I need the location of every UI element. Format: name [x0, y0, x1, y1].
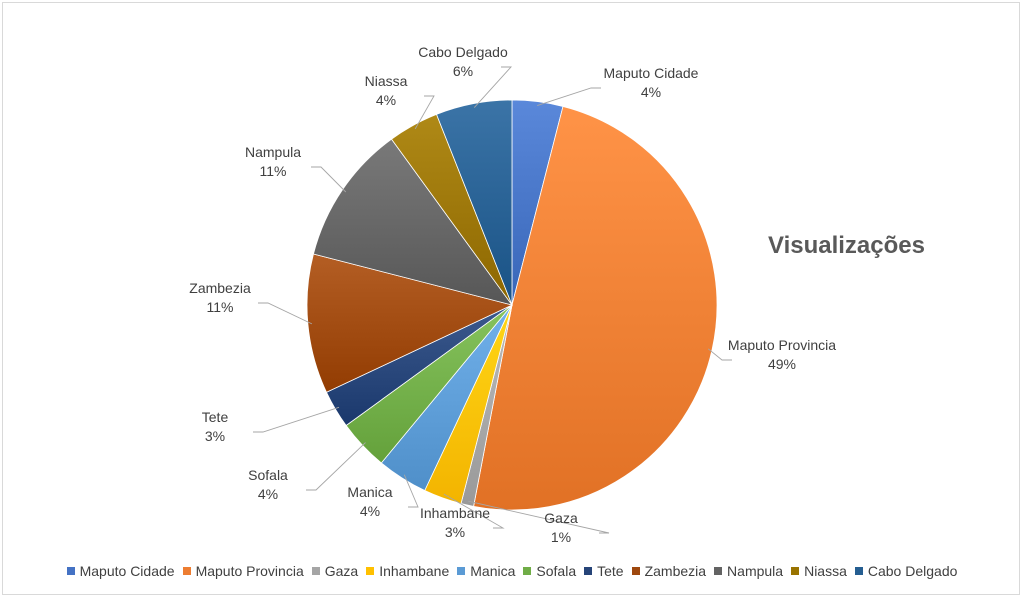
- legend-entry: Cabo Delgado: [854, 563, 958, 579]
- legend-swatch: [523, 567, 532, 575]
- legend-swatch: [366, 567, 375, 575]
- legend-entry: Tete: [584, 563, 624, 579]
- data-label-category: Sofala: [248, 467, 288, 483]
- leader-line: [537, 87, 601, 107]
- data-label-category: Gaza: [544, 510, 578, 526]
- legend-entry: Manica: [457, 563, 515, 579]
- pie-slice-zambezia: [306, 253, 514, 393]
- legend-entry: Inhambane: [366, 563, 449, 579]
- data-label-category: Zambezia: [189, 280, 251, 296]
- leader-line: [311, 166, 347, 193]
- legend-label: Tete: [597, 563, 624, 579]
- legend: Maputo Cidade Maputo Provincia Gaza Inhamba…: [0, 563, 1024, 579]
- legend-entry: Maputo Cidade: [66, 563, 175, 579]
- data-label-percent: 4%: [641, 84, 661, 100]
- legend-swatch: [584, 567, 593, 575]
- data-label-percent: 11%: [260, 163, 287, 179]
- leader-line: [403, 474, 419, 508]
- legend-entry: Sofala: [523, 563, 576, 579]
- legend-swatch: [457, 567, 466, 575]
- legend-swatch: [854, 567, 863, 575]
- data-label-category: Maputo Provincia: [728, 337, 836, 353]
- data-label-percent: 6%: [453, 63, 473, 79]
- legend-swatch: [714, 567, 723, 575]
- data-label-percent: 4%: [258, 486, 278, 502]
- leader-line: [468, 500, 610, 534]
- legend-swatch: [631, 567, 640, 575]
- legend-label: Sofala: [536, 563, 577, 579]
- leader-line: [258, 302, 313, 325]
- legend-entry: Zambezia: [631, 563, 707, 579]
- data-label-percent: 3%: [205, 428, 225, 444]
- legend-label: Niassa: [804, 563, 847, 579]
- legend-label: Nampula: [727, 563, 784, 579]
- legend-label: Zambezia: [644, 563, 707, 579]
- leader-line: [253, 406, 340, 433]
- data-label-percent: 4%: [360, 503, 380, 519]
- data-label-category: Nampula: [245, 144, 301, 160]
- legend-label: Manica: [470, 563, 516, 579]
- data-label-percent: 11%: [207, 299, 234, 315]
- pie-slice-nampula: [312, 138, 513, 306]
- leader-line: [443, 493, 505, 529]
- data-label-percent: 1%: [551, 529, 571, 545]
- leader-line: [707, 348, 732, 361]
- pie-slice-maputo-provincia: [473, 105, 718, 511]
- legend-swatch: [182, 567, 191, 575]
- legend-entry: Nampula: [714, 563, 783, 579]
- legend-label: Inhambane: [379, 563, 450, 579]
- legend-entry: Niassa: [791, 563, 847, 579]
- pie-slice-cabo-delgado: [436, 99, 513, 306]
- legend-swatch: [311, 567, 320, 575]
- data-label-category: Cabo Delgado: [418, 44, 508, 60]
- legend-label: Gaza: [324, 563, 359, 579]
- data-label-category: Manica: [347, 484, 392, 500]
- legend-swatch: [791, 567, 800, 575]
- legend-swatch: [66, 567, 75, 575]
- data-label-category: Maputo Cidade: [604, 65, 699, 81]
- data-label-percent: 3%: [445, 524, 465, 540]
- leader-line: [414, 95, 435, 130]
- legend-entry: Gaza: [311, 563, 359, 579]
- chart-title: Visualizações: [768, 232, 925, 259]
- data-label-percent: 4%: [376, 92, 396, 108]
- legend-label: Cabo Delgado: [867, 563, 958, 579]
- data-label-percent: 49%: [768, 356, 796, 372]
- data-label-category: Inhambane: [420, 505, 490, 521]
- data-label-category: Tete: [202, 409, 229, 425]
- legend-label: Maputo Cidade: [79, 563, 175, 579]
- leader-line: [473, 66, 513, 108]
- leader-line: [306, 442, 366, 491]
- legend-label: Maputo Provincia: [195, 563, 304, 579]
- data-label-category: Niassa: [365, 73, 408, 89]
- legend-entry: Maputo Provincia: [182, 563, 304, 579]
